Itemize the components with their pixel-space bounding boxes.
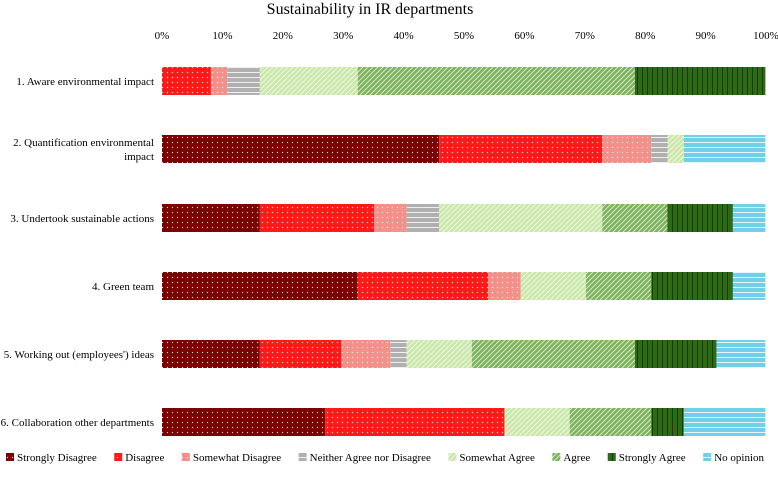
bar-segment-agree — [602, 204, 668, 232]
x-tick-label: 0% — [155, 30, 170, 42]
bar-segment-somewhat-disagree — [341, 340, 391, 368]
bar-segment-somewhat-disagree — [210, 67, 228, 95]
bar-segment-neither-agree-nor-disagree — [227, 67, 260, 95]
legend-swatch — [703, 453, 712, 461]
bar-segment-strongly-disagree — [162, 204, 260, 232]
bar-segment-no-opinion — [732, 204, 766, 232]
legend-swatch — [552, 453, 561, 461]
bars — [162, 67, 766, 436]
legend-label: Somewhat Disagree — [193, 452, 281, 464]
x-tick-label: 70% — [575, 30, 595, 42]
bar-segment-no-opinion — [716, 340, 766, 368]
bar-segment-somewhat-agree — [406, 340, 472, 368]
legend-item-no-opinion: No opinion — [703, 452, 764, 464]
legend-swatch — [181, 453, 190, 461]
legend-item-strongly-disagree: Strongly Disagree — [6, 452, 97, 464]
bar-segment-somewhat-disagree — [374, 204, 407, 232]
legend-item-strongly-agree: Strongly Agree — [607, 452, 686, 464]
bar-segment-neither-agree-nor-disagree — [390, 340, 407, 368]
legend: Strongly Disagree Disagree Somewhat Disagr… — [6, 452, 764, 464]
chart-title: Sustainability in IR departments — [267, 1, 474, 18]
legend-swatch — [298, 453, 307, 461]
bar-segment-agree — [569, 408, 652, 436]
bar-segment-somewhat-agree — [439, 204, 603, 232]
category-labels: 1. Aware environmental impact 2. Quantifi… — [1, 76, 155, 429]
x-tick-label: 100% — [753, 30, 778, 42]
bar-segment-disagree — [357, 272, 489, 300]
legend-swatch — [6, 453, 14, 461]
category-label: 1. Aware environmental impact — [16, 76, 154, 88]
bar-segment-agree — [586, 272, 652, 300]
bar-segment-neither-agree-nor-disagree — [651, 135, 668, 163]
bar-segment-disagree — [325, 408, 505, 436]
bar-segment-agree — [471, 340, 635, 368]
category-label: 4. Green team — [92, 281, 154, 293]
bar-segment-disagree — [439, 135, 603, 163]
x-tick-label: 20% — [273, 30, 293, 42]
bar-segment-somewhat-agree — [259, 67, 358, 95]
category-label: 5. Working out (employees') ideas — [4, 349, 154, 361]
bar-segment-strongly-disagree — [162, 340, 260, 368]
bar-segment-no-opinion — [683, 135, 766, 163]
bar-segment-somewhat-disagree — [488, 272, 521, 300]
bar-segment-no-opinion — [732, 272, 766, 300]
category-label: 2. Quantification environmental — [13, 137, 154, 149]
x-tick-label: 90% — [696, 30, 716, 42]
legend-label: Disagree — [125, 452, 164, 464]
bar-segment-disagree — [162, 67, 211, 95]
x-tick-label: 60% — [514, 30, 534, 42]
bar-segment-agree — [357, 67, 635, 95]
bar-segment-strongly-agree — [634, 67, 766, 95]
x-tick-label: 50% — [454, 30, 474, 42]
bar-segment-strongly-agree — [667, 204, 733, 232]
legend-label: Neither Agree nor Disagree — [310, 452, 431, 464]
legend-label: No opinion — [714, 452, 764, 464]
bar-segment-somewhat-agree — [520, 272, 587, 300]
bar-segment-somewhat-disagree — [602, 135, 652, 163]
bar-segment-strongly-agree — [634, 340, 717, 368]
bar-segment-somewhat-agree — [504, 408, 570, 436]
legend-label: Agree — [563, 452, 590, 464]
legend-label: Strongly Agree — [619, 452, 686, 464]
x-tick-label: 30% — [333, 30, 353, 42]
legend-item-somewhat-disagree: Somewhat Disagree — [181, 452, 281, 464]
bar-segment-disagree — [259, 204, 375, 232]
bar-segment-somewhat-agree — [667, 135, 684, 163]
bar-segment-strongly-agree — [651, 272, 733, 300]
legend-item-somewhat-agree: Somewhat Agree — [448, 452, 535, 464]
bar-segment-neither-agree-nor-disagree — [406, 204, 440, 232]
legend-swatch — [607, 453, 616, 461]
legend-item-disagree: Disagree — [114, 452, 164, 464]
bar-segment-strongly-disagree — [162, 135, 440, 163]
bar-segment-disagree — [259, 340, 342, 368]
bar-segment-strongly-disagree — [162, 408, 326, 436]
legend-item-agree: Agree — [552, 452, 590, 464]
category-label: 3. Undertook sustainable actions — [10, 213, 154, 225]
category-label: impact — [124, 151, 154, 163]
bar-segment-no-opinion — [683, 408, 766, 436]
legend-swatch — [114, 453, 123, 461]
bar-segment-strongly-agree — [651, 408, 684, 436]
bar-segment-strongly-disagree — [162, 272, 358, 300]
x-tick-label: 80% — [635, 30, 655, 42]
legend-swatch — [448, 453, 457, 461]
x-axis-tick-labels: 0% 10% 20% 30% 40% 50% 60% 70% 80% 90% 100% — [155, 30, 778, 42]
category-label: 6. Collaboration other departments — [1, 417, 154, 429]
x-tick-label: 10% — [212, 30, 232, 42]
x-tick-label: 40% — [394, 30, 414, 42]
legend-item-neither-agree-nor-disagree: Neither Agree nor Disagree — [298, 452, 431, 464]
legend-label: Strongly Disagree — [17, 452, 97, 464]
legend-label: Somewhat Agree — [459, 452, 535, 464]
